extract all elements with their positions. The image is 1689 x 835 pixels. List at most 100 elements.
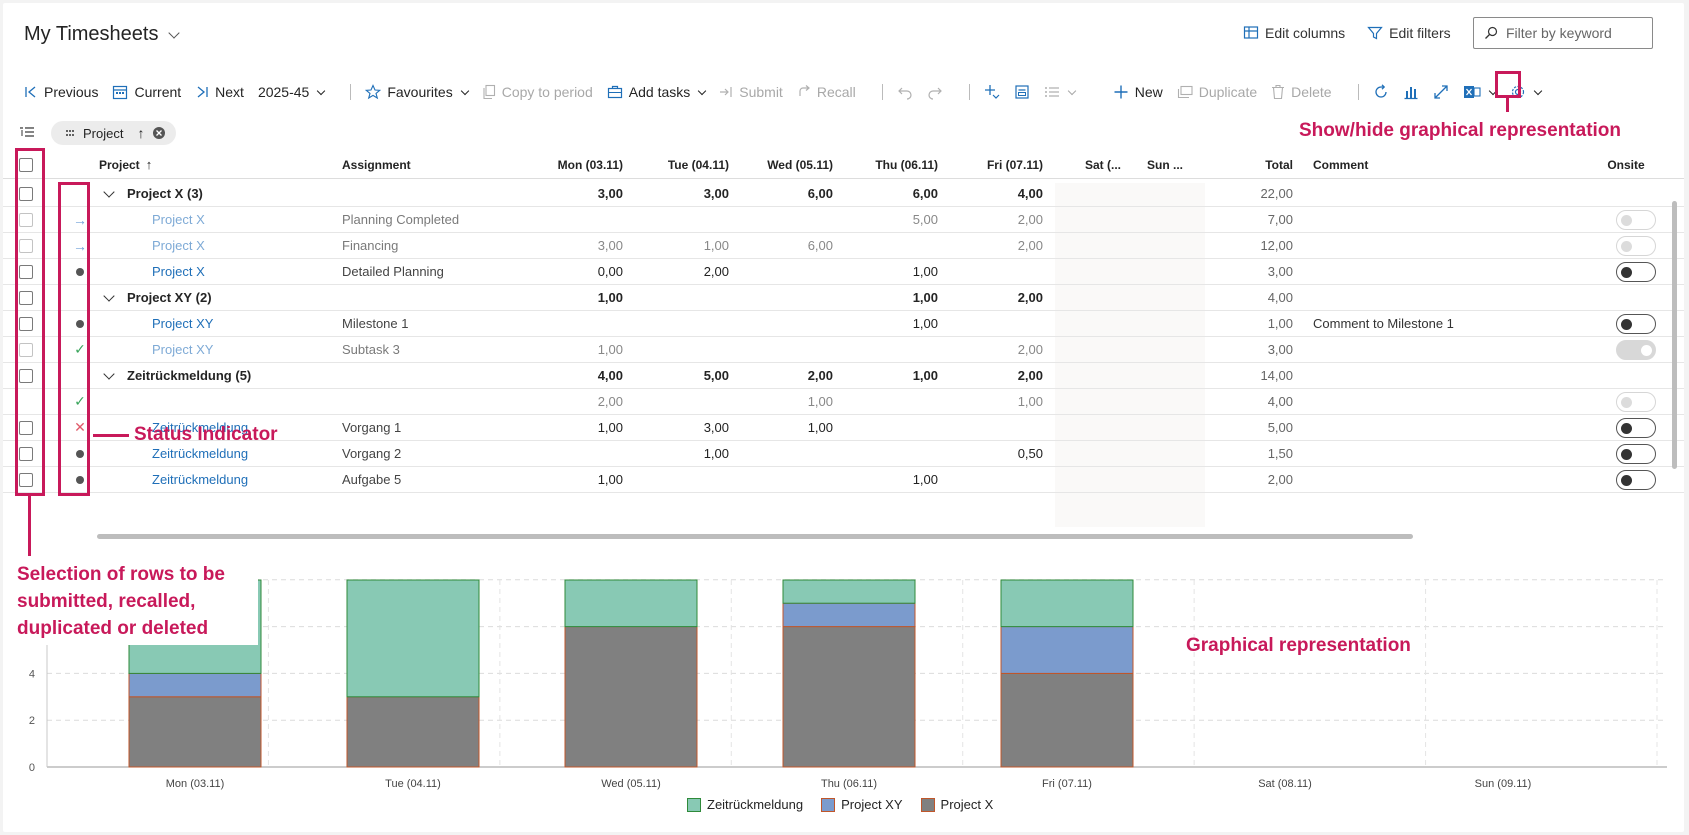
hours-cell-fri[interactable]: 2,00: [1017, 212, 1043, 227]
favourites-button[interactable]: Favourites: [365, 84, 469, 100]
group-cell[interactable]: Project X (3): [101, 181, 311, 206]
assignment-cell[interactable]: Financing: [342, 238, 399, 253]
hours-cell-tue[interactable]: 1,00: [703, 238, 729, 253]
column-header-project[interactable]: Project ↑: [99, 151, 309, 178]
column-header-mon[interactable]: Mon (03.11): [557, 157, 623, 172]
hours-cell-fri[interactable]: 4,00: [1017, 186, 1043, 201]
hours-cell-tue[interactable]: 5,00: [703, 368, 729, 383]
hours-cell-tue[interactable]: 1,00: [703, 446, 729, 461]
excel-export-button[interactable]: [1463, 84, 1497, 100]
project-cell[interactable]: Project X: [152, 207, 312, 232]
hours-cell-thu[interactable]: [838, 389, 938, 414]
hours-cell-sat[interactable]: [1051, 181, 1121, 206]
onsite-toggle[interactable]: [1616, 209, 1656, 230]
hours-cell-wed[interactable]: [733, 467, 833, 492]
row-select-cell[interactable]: [19, 415, 35, 440]
table-row[interactable]: Project X Detailed Planning 0,00 2,00 1,00 3,…: [3, 259, 1684, 285]
hours-cell-thu[interactable]: 1,00: [912, 368, 938, 383]
row-checkbox[interactable]: [19, 238, 33, 253]
hours-cell-thu[interactable]: 5,00: [912, 212, 938, 227]
legend-item[interactable]: Project X: [920, 797, 993, 812]
edit-filters-button[interactable]: Edit filters: [1367, 25, 1451, 41]
hours-cell-thu[interactable]: [838, 441, 938, 466]
project-link[interactable]: Project XY: [152, 342, 214, 357]
period-select[interactable]: 2025-45: [258, 84, 326, 100]
onsite-toggle[interactable]: [1616, 261, 1656, 282]
group-cell[interactable]: Zeitrückmeldung (5): [101, 363, 311, 388]
assignment-cell[interactable]: Planning Completed: [342, 212, 460, 227]
hours-cell-wed[interactable]: 6,00: [807, 186, 833, 201]
group-cell[interactable]: Project XY (2): [101, 285, 311, 310]
project-cell[interactable]: Zeitrückmeldung: [152, 415, 312, 440]
hours-cell-wed[interactable]: 1,00: [807, 420, 833, 435]
project-link[interactable]: Project XY: [152, 316, 214, 331]
hours-cell-sat[interactable]: [1051, 337, 1121, 362]
row-checkbox[interactable]: [19, 368, 33, 383]
row-checkbox[interactable]: [19, 446, 33, 461]
hours-cell-mon[interactable]: 0,00: [597, 264, 623, 279]
hours-cell-tue[interactable]: 2,00: [703, 264, 729, 279]
hours-cell-thu[interactable]: [838, 337, 938, 362]
hours-cell-sat[interactable]: [1051, 311, 1121, 336]
hours-cell-mon[interactable]: [523, 441, 623, 466]
hours-cell-wed[interactable]: [733, 337, 833, 362]
row-checkbox[interactable]: [19, 472, 33, 487]
row-select-cell[interactable]: [19, 441, 35, 466]
column-header-onsite[interactable]: Onsite: [1607, 157, 1645, 172]
assignment-cell[interactable]: Milestone 1: [342, 316, 409, 331]
row-checkbox[interactable]: [19, 316, 33, 331]
chevron-down-icon[interactable]: [103, 185, 115, 198]
comment-cell[interactable]: [1313, 233, 1563, 258]
row-checkbox[interactable]: [19, 186, 33, 201]
group-row[interactable]: Zeitrückmeldung (5) 4,00 5,00 2,00 1,00 2,00 1…: [3, 363, 1684, 389]
assignment-cell[interactable]: Detailed Planning: [342, 264, 444, 279]
project-link[interactable]: Zeitrückmeldung: [152, 472, 249, 487]
hours-cell-mon[interactable]: 1,00: [597, 342, 623, 357]
onsite-toggle[interactable]: [1616, 339, 1656, 360]
hours-cell-fri[interactable]: [943, 311, 1043, 336]
add-tasks-button[interactable]: Add tasks: [607, 84, 707, 100]
assignment-cell[interactable]: Aufgabe 5: [342, 472, 402, 487]
previous-button[interactable]: Previous: [24, 84, 98, 100]
redo-button[interactable]: [927, 84, 943, 100]
hours-cell-thu[interactable]: 1,00: [912, 290, 938, 305]
hours-cell-sat[interactable]: [1051, 259, 1121, 284]
assignment-cell[interactable]: [342, 389, 522, 414]
copy-to-period-button[interactable]: Copy to period: [482, 84, 593, 100]
table-row[interactable]: Zeitrückmeldung Vorgang 2 1,00 0,50 1,50: [3, 441, 1684, 467]
page-title[interactable]: My Timesheets: [24, 23, 181, 46]
column-header-wed[interactable]: Wed (05.11): [767, 157, 833, 172]
assignment-cell[interactable]: Vorgang 2: [342, 446, 402, 461]
comment-cell[interactable]: [1313, 467, 1563, 492]
comment-cell[interactable]: [1313, 441, 1563, 466]
hours-cell-thu[interactable]: [838, 415, 938, 440]
hours-cell-tue[interactable]: [629, 337, 729, 362]
row-select-cell[interactable]: [19, 285, 35, 310]
table-row[interactable]: Zeitrückmeldung Aufgabe 5 1,00 1,00 2,00: [3, 467, 1684, 493]
chart-toggle-button[interactable]: [1403, 84, 1419, 100]
form-view-button[interactable]: [1014, 84, 1030, 100]
hours-cell-wed[interactable]: [733, 207, 833, 232]
project-cell[interactable]: Project XY: [152, 337, 312, 362]
column-header-total[interactable]: Total: [1265, 157, 1293, 172]
assignment-cell[interactable]: Vorgang 1: [342, 420, 402, 435]
table-row[interactable]: ✓ Project XY Subtask 3 1,00 2,00 3,00: [3, 337, 1684, 363]
delete-button[interactable]: Delete: [1271, 84, 1332, 100]
chevron-down-icon[interactable]: [103, 367, 115, 380]
project-cell[interactable]: Zeitrückmeldung: [152, 441, 312, 466]
comment-cell[interactable]: [1313, 389, 1563, 414]
project-link[interactable]: Project X: [152, 212, 205, 227]
project-cell[interactable]: Project X: [152, 233, 312, 258]
hours-cell-mon[interactable]: 3,00: [597, 238, 623, 253]
hours-cell-fri[interactable]: [943, 259, 1043, 284]
row-select-cell[interactable]: [19, 311, 35, 336]
hours-cell-fri[interactable]: 0,50: [1017, 446, 1043, 461]
hours-cell-fri[interactable]: 2,00: [1017, 342, 1043, 357]
column-header-thu[interactable]: Thu (06.11): [875, 157, 938, 172]
row-checkbox[interactable]: [19, 212, 33, 227]
onsite-toggle[interactable]: [1616, 235, 1656, 256]
table-row[interactable]: ✓ 2,00 1,00 1,00 4,00: [3, 389, 1684, 415]
column-header-sat[interactable]: Sat (...: [1084, 157, 1121, 172]
hours-cell-wed[interactable]: 6,00: [807, 238, 833, 253]
hours-cell-tue[interactable]: [629, 389, 729, 414]
